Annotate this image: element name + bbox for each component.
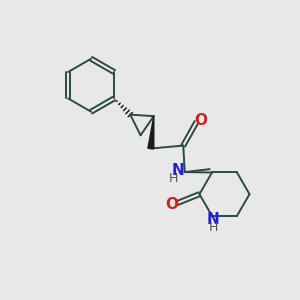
Text: N: N [172,163,184,178]
Text: H: H [169,172,178,185]
Polygon shape [148,116,154,149]
Text: O: O [165,197,178,212]
Text: O: O [194,113,207,128]
Text: N: N [207,212,220,227]
Text: H: H [209,220,218,233]
